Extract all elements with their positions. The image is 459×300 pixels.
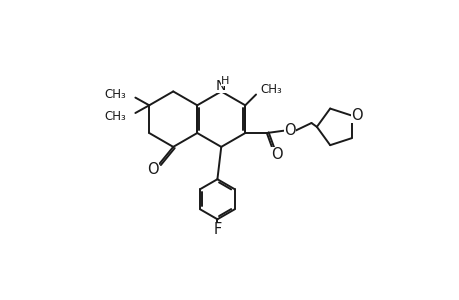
Text: CH₃: CH₃: [104, 110, 126, 123]
Text: CH₃: CH₃: [260, 83, 282, 96]
Text: F: F: [213, 222, 221, 237]
Text: O: O: [270, 147, 282, 162]
Text: H: H: [220, 76, 229, 86]
Text: N: N: [216, 79, 226, 93]
Text: CH₃: CH₃: [104, 88, 126, 101]
Text: O: O: [351, 108, 362, 123]
Text: O: O: [147, 162, 159, 177]
Text: O: O: [284, 123, 295, 138]
